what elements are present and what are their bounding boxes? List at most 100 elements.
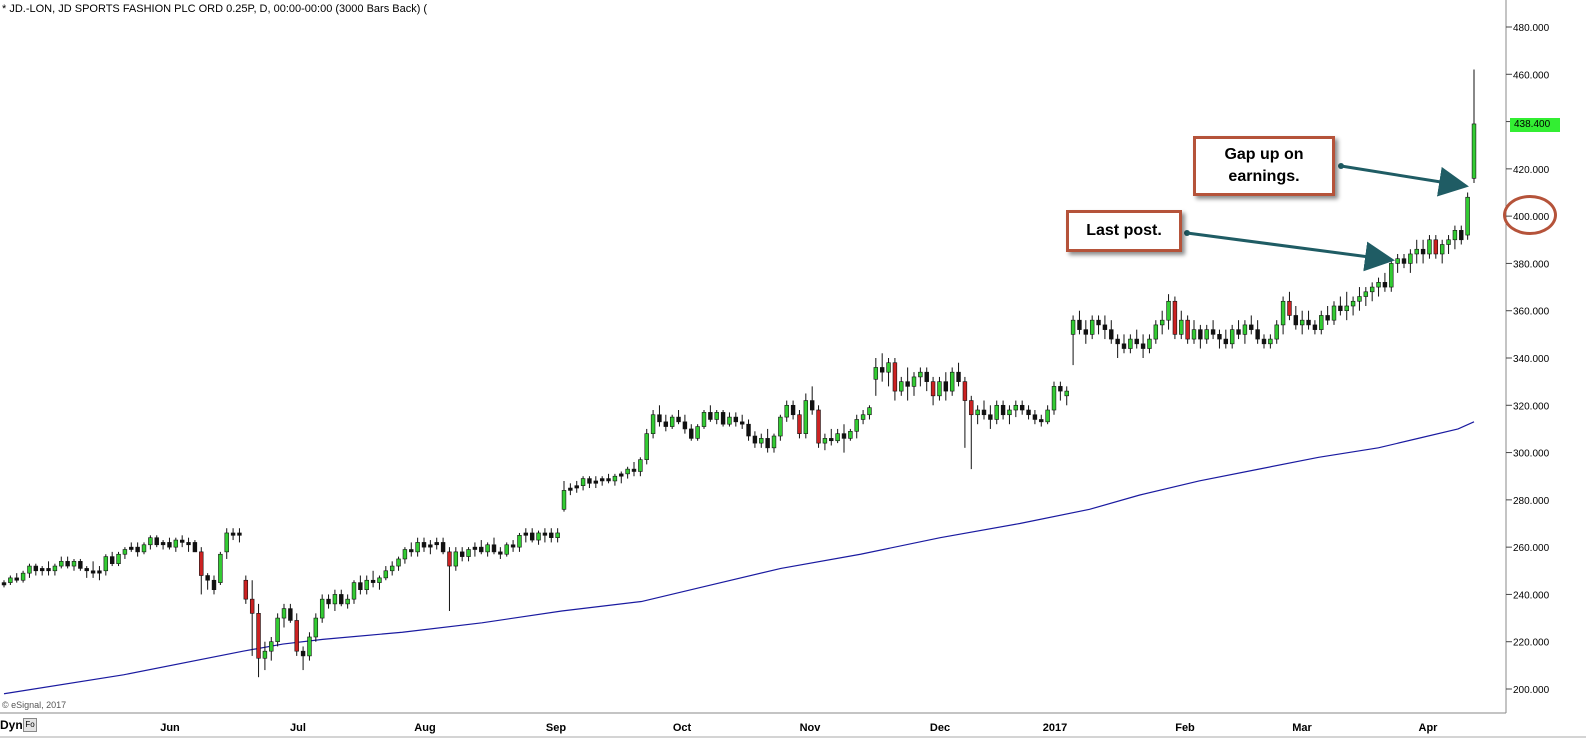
candle-body bbox=[784, 404, 789, 418]
candle-body bbox=[300, 650, 306, 657]
candle-body bbox=[1319, 315, 1324, 330]
candle-body bbox=[714, 412, 719, 420]
candle-body bbox=[892, 362, 898, 392]
candle-body bbox=[141, 544, 147, 553]
candle-body bbox=[1198, 329, 1203, 340]
candle-body bbox=[956, 371, 961, 382]
candle-body bbox=[733, 416, 739, 423]
candle-body bbox=[848, 430, 853, 439]
candle-body bbox=[835, 433, 840, 442]
candle-body bbox=[549, 532, 554, 538]
candle-body bbox=[485, 544, 490, 553]
candle-body bbox=[1471, 123, 1477, 179]
y-tick-label: 340.000 bbox=[1513, 354, 1550, 365]
candle-body bbox=[459, 551, 465, 557]
candle-body bbox=[421, 542, 427, 548]
candle-body bbox=[765, 438, 770, 449]
candle-body bbox=[873, 367, 879, 380]
dyn-toggle-button[interactable]: Fo bbox=[23, 718, 37, 732]
y-tick-label: 320.000 bbox=[1513, 401, 1550, 412]
candle-body bbox=[631, 468, 637, 472]
candle-body bbox=[1179, 319, 1184, 335]
candle-body bbox=[720, 412, 726, 425]
candle-body bbox=[1344, 305, 1349, 312]
candle-body bbox=[46, 568, 51, 572]
candle-body bbox=[1338, 305, 1343, 312]
candle-body bbox=[1287, 300, 1292, 316]
candle-body bbox=[472, 546, 478, 550]
x-tick-label: Oct bbox=[673, 722, 692, 734]
candle-body bbox=[1172, 300, 1178, 335]
candle-body bbox=[994, 404, 999, 420]
candle-body bbox=[97, 570, 102, 574]
candle-body bbox=[1070, 319, 1076, 335]
candle-body bbox=[243, 579, 249, 600]
candle-body bbox=[249, 598, 255, 614]
candle-body bbox=[937, 381, 942, 397]
candle-body bbox=[434, 542, 439, 546]
candle-body bbox=[1019, 404, 1025, 411]
candle-body bbox=[1153, 324, 1159, 340]
candle-body bbox=[389, 565, 395, 572]
y-tick-label: 240.000 bbox=[1513, 590, 1550, 601]
candle-body bbox=[453, 551, 459, 567]
candle-body bbox=[701, 412, 707, 427]
candles-layer bbox=[1, 69, 1477, 678]
candle-body bbox=[759, 438, 764, 444]
candle-body bbox=[1376, 282, 1381, 288]
candle-body bbox=[1420, 248, 1426, 255]
candle-body bbox=[20, 572, 26, 581]
candle-body bbox=[523, 532, 529, 536]
candle-body bbox=[1274, 324, 1279, 340]
candle-body bbox=[1369, 286, 1375, 293]
candle-body bbox=[1389, 263, 1394, 288]
candle-body bbox=[224, 532, 229, 553]
candle-body bbox=[682, 421, 688, 430]
candle-body bbox=[1115, 338, 1120, 345]
x-tick-label: Apr bbox=[1419, 722, 1439, 734]
candle-body bbox=[816, 409, 821, 444]
candle-body bbox=[428, 544, 433, 548]
candle-body bbox=[116, 553, 121, 564]
candle-body bbox=[854, 419, 859, 432]
candle-body bbox=[1363, 291, 1369, 297]
candle-body bbox=[256, 613, 261, 659]
candle-body bbox=[778, 416, 783, 437]
candle-body bbox=[71, 561, 77, 567]
candle-body bbox=[1414, 248, 1419, 255]
candle-body bbox=[599, 478, 605, 482]
candle-body bbox=[409, 549, 414, 553]
y-tick-label: 360.000 bbox=[1513, 307, 1550, 318]
candle-body bbox=[339, 594, 344, 605]
x-tick-label: Aug bbox=[414, 722, 435, 734]
candle-body bbox=[606, 478, 611, 482]
y-tick-label: 380.000 bbox=[1513, 259, 1550, 270]
candle-body bbox=[1261, 338, 1267, 345]
candle-body bbox=[491, 544, 497, 553]
candle-body bbox=[1089, 319, 1095, 335]
candle-body bbox=[14, 577, 19, 581]
candle-body bbox=[447, 551, 452, 567]
candle-body bbox=[1217, 334, 1222, 340]
candle-body bbox=[580, 478, 586, 486]
y-tick-label: 200.000 bbox=[1513, 685, 1550, 696]
candle-body bbox=[288, 608, 293, 621]
candle-body bbox=[218, 553, 223, 583]
candle-body bbox=[78, 561, 83, 569]
candle-body bbox=[669, 416, 675, 427]
candle-body bbox=[504, 544, 509, 555]
candle-body bbox=[1121, 343, 1127, 349]
candle-body bbox=[1013, 404, 1019, 411]
candle-body bbox=[358, 582, 363, 590]
candle-body bbox=[479, 546, 484, 553]
candle-body bbox=[1147, 338, 1152, 349]
candle-body bbox=[1140, 343, 1146, 349]
candle-body bbox=[809, 400, 815, 411]
candle-body bbox=[396, 558, 401, 567]
candle-body bbox=[797, 414, 802, 434]
last-post-arrow-tail bbox=[1184, 230, 1190, 236]
candle-body bbox=[510, 544, 516, 548]
candle-body bbox=[262, 650, 268, 659]
candle-body bbox=[911, 376, 917, 387]
